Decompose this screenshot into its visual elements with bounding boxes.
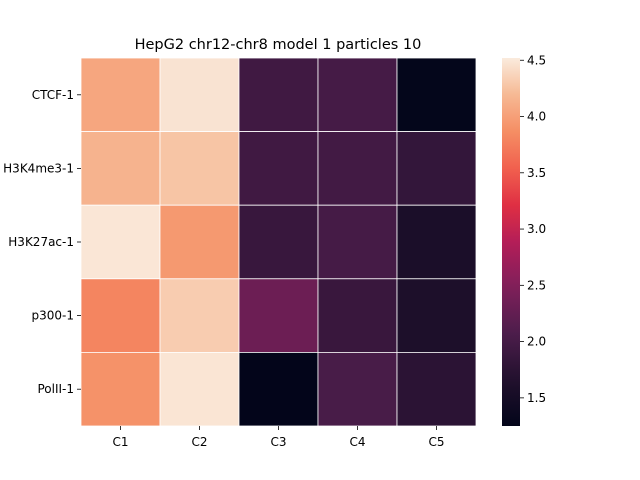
heatmap-cell [396, 131, 477, 206]
column-label: C3 [270, 435, 286, 449]
heatmap-cell [317, 351, 398, 427]
column-label: C1 [112, 435, 128, 449]
row-label: H3K4me3-1 [3, 161, 74, 175]
row-label: PolII-1 [37, 382, 74, 396]
heatmap-cell [238, 351, 319, 427]
heatmap-cell [238, 278, 319, 353]
colorbar-tick-label: 2.5 [527, 278, 546, 292]
colorbar-ticks: 1.5 2.0 2.5 3.0 3.5 4.0 4.5 [520, 53, 546, 405]
heatmap-cell [159, 351, 240, 427]
colorbar [502, 58, 520, 426]
colorbar-tick-label: 1.5 [527, 391, 546, 405]
heatmap-cell [396, 278, 477, 353]
colorbar-tick-label: 4.0 [527, 110, 546, 124]
heatmap-cell [80, 204, 161, 280]
heatmap-cell [238, 57, 319, 132]
heatmap-cell [396, 351, 477, 427]
column-labels: C1 C2 C3 C4 C5 [112, 426, 445, 449]
colorbar-tick-label: 2.0 [527, 335, 546, 349]
heatmap-cell [396, 204, 477, 280]
heatmap-cell [159, 278, 240, 353]
heatmap-cell [159, 204, 240, 280]
column-label: C5 [428, 435, 444, 449]
heatmap-cell [159, 131, 240, 206]
row-label: CTCF-1 [32, 88, 74, 102]
row-labels: CTCF-1 H3K4me3-1 H3K27ac-1 p300-1 PolII-1 [3, 88, 81, 396]
column-label: C2 [191, 435, 207, 449]
heatmap-cell [317, 204, 398, 280]
heatmap-cell [317, 278, 398, 353]
heatmap-cell [80, 351, 161, 427]
heatmap-cell [80, 57, 161, 132]
row-label: H3K27ac-1 [8, 235, 74, 249]
heatmap-cell [80, 131, 161, 206]
heatmap-cell [317, 131, 398, 206]
colorbar-tick-label: 3.5 [527, 166, 546, 180]
heatmap-cells [80, 57, 477, 427]
colorbar-tick-label: 4.5 [527, 53, 546, 67]
column-label: C4 [349, 435, 365, 449]
heatmap-cell [80, 278, 161, 353]
chart-title: HepG2 chr12-chr8 model 1 particles 10 [135, 37, 422, 53]
heatmap-cell [238, 131, 319, 206]
row-label: p300-1 [32, 309, 75, 323]
heatmap-cell [317, 57, 398, 132]
heatmap-cell [159, 57, 240, 132]
heatmap-cell [396, 57, 477, 132]
colorbar-tick-label: 3.0 [527, 222, 546, 236]
heatmap-cell [238, 204, 319, 280]
